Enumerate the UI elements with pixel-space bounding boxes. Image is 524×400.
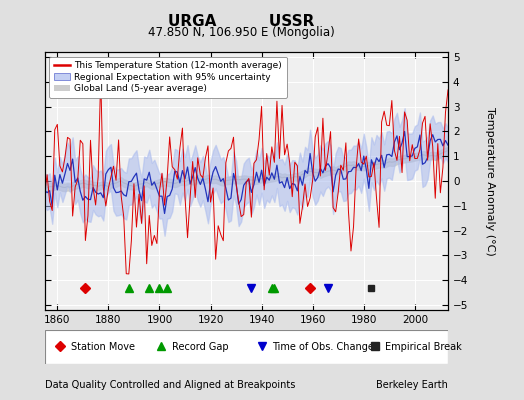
Text: Berkeley Earth: Berkeley Earth xyxy=(376,380,448,390)
Text: 47.850 N, 106.950 E (Mongolia): 47.850 N, 106.950 E (Mongolia) xyxy=(148,26,334,39)
Legend: This Temperature Station (12-month average), Regional Expectation with 95% uncer: This Temperature Station (12-month avera… xyxy=(49,56,287,98)
Text: URGA          USSR: URGA USSR xyxy=(168,14,314,29)
FancyBboxPatch shape xyxy=(45,330,448,364)
Text: Record Gap: Record Gap xyxy=(172,342,228,352)
Y-axis label: Temperature Anomaly (°C): Temperature Anomaly (°C) xyxy=(485,107,495,255)
Text: Time of Obs. Change: Time of Obs. Change xyxy=(272,342,374,352)
Text: Empirical Break: Empirical Break xyxy=(386,342,462,352)
Text: Data Quality Controlled and Aligned at Breakpoints: Data Quality Controlled and Aligned at B… xyxy=(45,380,295,390)
Text: Station Move: Station Move xyxy=(71,342,135,352)
